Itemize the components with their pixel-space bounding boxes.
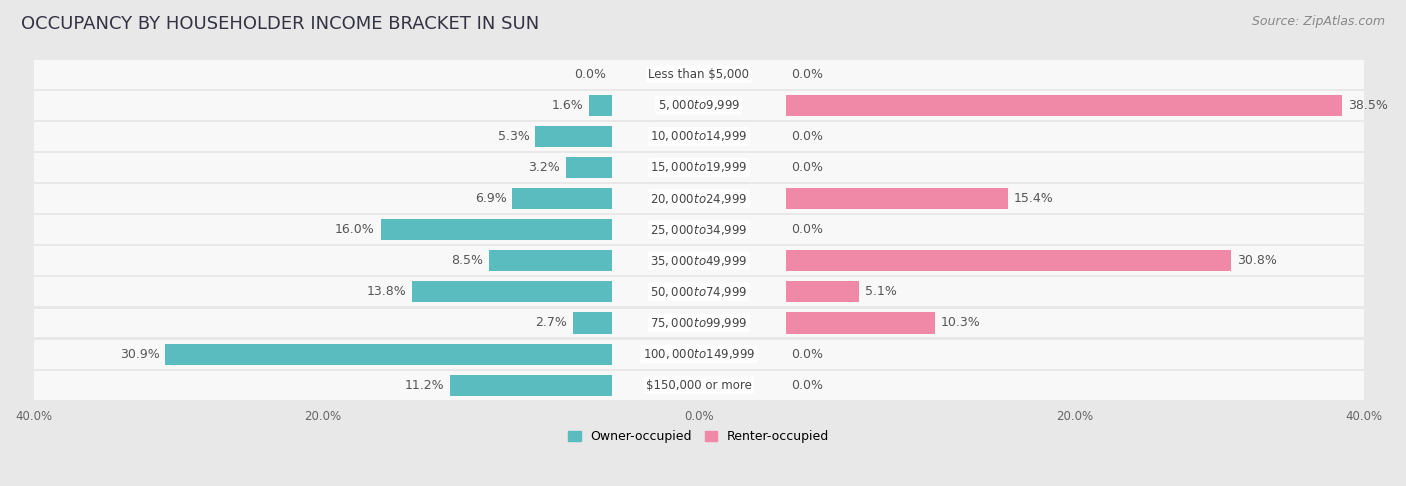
- Bar: [450, 375, 612, 396]
- Bar: [165, 344, 612, 364]
- Bar: [786, 95, 1343, 116]
- Text: 0.0%: 0.0%: [792, 379, 824, 392]
- Text: 5.3%: 5.3%: [498, 130, 530, 143]
- Text: 3.2%: 3.2%: [529, 161, 560, 174]
- Text: 13.8%: 13.8%: [367, 285, 406, 298]
- Bar: [381, 219, 612, 240]
- Text: 0.0%: 0.0%: [792, 347, 824, 361]
- Text: $20,000 to $24,999: $20,000 to $24,999: [650, 191, 748, 206]
- Text: $25,000 to $34,999: $25,000 to $34,999: [650, 223, 748, 237]
- Text: 0.0%: 0.0%: [792, 130, 824, 143]
- Text: $50,000 to $74,999: $50,000 to $74,999: [650, 285, 748, 299]
- Text: $75,000 to $99,999: $75,000 to $99,999: [650, 316, 748, 330]
- Bar: [34, 91, 1364, 120]
- Text: 16.0%: 16.0%: [335, 223, 375, 236]
- Bar: [489, 250, 612, 271]
- Bar: [34, 340, 1364, 368]
- Text: $100,000 to $149,999: $100,000 to $149,999: [643, 347, 755, 361]
- Bar: [786, 281, 859, 302]
- Text: 0.0%: 0.0%: [574, 68, 606, 81]
- Text: $35,000 to $49,999: $35,000 to $49,999: [650, 254, 748, 268]
- Text: 15.4%: 15.4%: [1014, 192, 1054, 205]
- Text: Source: ZipAtlas.com: Source: ZipAtlas.com: [1251, 15, 1385, 28]
- Text: 30.9%: 30.9%: [120, 347, 159, 361]
- Legend: Owner-occupied, Renter-occupied: Owner-occupied, Renter-occupied: [564, 425, 835, 449]
- Bar: [512, 188, 612, 209]
- Text: 0.0%: 0.0%: [792, 68, 824, 81]
- Bar: [412, 281, 612, 302]
- Bar: [34, 371, 1364, 399]
- Text: 0.0%: 0.0%: [792, 223, 824, 236]
- Text: 11.2%: 11.2%: [405, 379, 444, 392]
- Bar: [786, 312, 935, 333]
- Text: 10.3%: 10.3%: [941, 316, 980, 330]
- Text: $10,000 to $14,999: $10,000 to $14,999: [650, 129, 748, 143]
- Bar: [34, 184, 1364, 213]
- Text: 6.9%: 6.9%: [475, 192, 506, 205]
- Text: OCCUPANCY BY HOUSEHOLDER INCOME BRACKET IN SUN: OCCUPANCY BY HOUSEHOLDER INCOME BRACKET …: [21, 15, 540, 33]
- Bar: [34, 153, 1364, 182]
- Bar: [786, 188, 1008, 209]
- Bar: [565, 157, 612, 178]
- Bar: [34, 309, 1364, 337]
- Text: $15,000 to $19,999: $15,000 to $19,999: [650, 160, 748, 174]
- Bar: [536, 126, 612, 147]
- Bar: [34, 122, 1364, 151]
- Bar: [786, 250, 1232, 271]
- Text: $5,000 to $9,999: $5,000 to $9,999: [658, 98, 740, 112]
- Bar: [34, 215, 1364, 244]
- Text: 8.5%: 8.5%: [451, 254, 484, 267]
- Bar: [574, 312, 612, 333]
- Text: Less than $5,000: Less than $5,000: [648, 68, 749, 81]
- Bar: [34, 246, 1364, 275]
- Bar: [589, 95, 612, 116]
- Text: 0.0%: 0.0%: [792, 161, 824, 174]
- Bar: [34, 60, 1364, 88]
- Text: 38.5%: 38.5%: [1348, 99, 1388, 112]
- Text: 1.6%: 1.6%: [551, 99, 583, 112]
- Text: 5.1%: 5.1%: [865, 285, 897, 298]
- Text: $150,000 or more: $150,000 or more: [645, 379, 752, 392]
- Text: 2.7%: 2.7%: [536, 316, 567, 330]
- Text: 30.8%: 30.8%: [1237, 254, 1277, 267]
- Bar: [34, 278, 1364, 306]
